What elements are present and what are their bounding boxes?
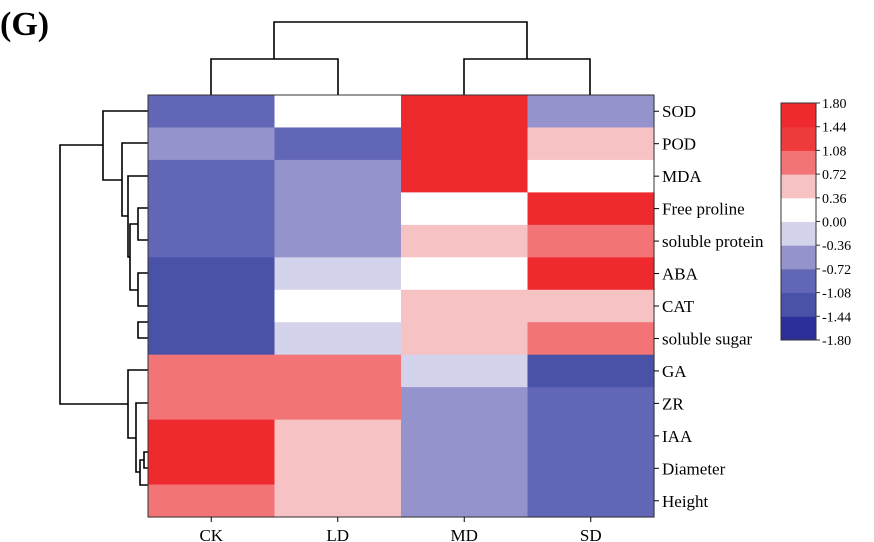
colorbar-swatch xyxy=(781,197,816,222)
heatmap-cell-1-3 xyxy=(527,127,655,161)
row-label: soluble sugar xyxy=(662,329,753,348)
colorbar-tick-label: -0.36 xyxy=(822,239,851,254)
heatmap-cell-2-0 xyxy=(148,159,276,193)
heatmap-cell-4-1 xyxy=(274,224,402,258)
column-label: SD xyxy=(580,526,602,542)
row-label: GA xyxy=(662,362,687,381)
heatmap-cell-8-0 xyxy=(148,354,276,388)
colorbar-tick-label: -1.08 xyxy=(822,287,851,302)
row-label: MDA xyxy=(662,167,702,186)
heatmap-cell-9-0 xyxy=(148,387,276,421)
heatmap-cell-10-3 xyxy=(527,419,655,453)
heatmap-cell-6-1 xyxy=(274,289,402,323)
heatmap-cell-0-3 xyxy=(527,95,655,129)
row-label: IAA xyxy=(662,427,693,446)
heatmap-cell-6-2 xyxy=(401,289,529,323)
heatmap-cell-5-0 xyxy=(148,257,276,291)
heatmap-cell-8-2 xyxy=(401,354,529,388)
heatmap-cell-2-2 xyxy=(401,159,529,193)
row-label: soluble protein xyxy=(662,232,764,251)
heatmap-cell-10-2 xyxy=(401,419,529,453)
heatmap-cell-10-1 xyxy=(274,419,402,453)
row-dendrogram xyxy=(59,110,148,486)
heatmap-cell-11-2 xyxy=(401,452,529,486)
heatmap-cell-11-3 xyxy=(527,452,655,486)
heatmap-cell-1-0 xyxy=(148,127,276,161)
heatmap-cell-6-0 xyxy=(148,289,276,323)
row-label: ABA xyxy=(662,265,699,284)
colorbar-swatch xyxy=(781,268,816,294)
heatmap-cell-4-3 xyxy=(527,224,655,258)
heatmap-cell-4-2 xyxy=(401,224,529,258)
column-label: CK xyxy=(199,526,223,542)
colorbar-tick-label: 0.72 xyxy=(822,168,847,183)
heatmap-cell-2-3 xyxy=(527,159,655,193)
heatmap-cell-7-1 xyxy=(274,322,402,356)
column-label: MD xyxy=(451,526,478,542)
row-label: Height xyxy=(662,492,709,511)
heatmap-cell-8-1 xyxy=(274,354,402,388)
heatmap-cell-7-3 xyxy=(527,322,655,356)
heatmap-cell-7-2 xyxy=(401,322,529,356)
row-label: SOD xyxy=(662,102,696,121)
heatmap-cell-5-2 xyxy=(401,257,529,291)
colorbar-tick-label: 1.44 xyxy=(822,121,847,136)
heatmap-cell-12-0 xyxy=(148,484,276,518)
heatmap-cell-10-0 xyxy=(148,419,276,453)
heatmap-cell-3-2 xyxy=(401,192,529,226)
colorbar-swatch xyxy=(781,316,816,341)
heatmap-cells xyxy=(147,94,655,518)
heatmap-cell-9-2 xyxy=(401,387,529,421)
heatmap-cell-5-1 xyxy=(274,257,402,291)
colorbar-swatch xyxy=(781,221,816,246)
heatmap-cell-0-2 xyxy=(401,95,529,129)
colorbar: 1.80 1.44 1.08 0.72 0.36 0.00 -0.36 -0.72 -1.08 -… xyxy=(780,97,851,349)
heatmap-cell-6-3 xyxy=(527,289,655,323)
heatmap-cell-11-1 xyxy=(274,452,402,486)
column-dendrogram xyxy=(210,21,591,96)
row-label: Free proline xyxy=(662,200,745,219)
panel-label: (G) xyxy=(0,6,49,43)
heatmap-cell-9-3 xyxy=(527,387,655,421)
row-labels: SOD POD MDA Free proline soluble protein ABA C… xyxy=(654,102,764,511)
column-labels: CK LD MD SD xyxy=(199,517,602,542)
heatmap-cell-8-3 xyxy=(527,354,655,388)
row-label: Diameter xyxy=(662,459,726,478)
colorbar-swatch xyxy=(781,150,816,175)
heatmap-cell-11-0 xyxy=(148,452,276,486)
row-label: ZR xyxy=(662,394,684,413)
heatmap-cell-0-0 xyxy=(148,95,276,129)
row-label: CAT xyxy=(662,297,695,316)
colorbar-tick-label: -1.80 xyxy=(822,334,851,349)
heatmap-cell-0-1 xyxy=(274,95,402,129)
heatmap-cell-3-1 xyxy=(274,192,402,226)
heatmap-cell-3-0 xyxy=(148,192,276,226)
colorbar-swatch xyxy=(781,174,816,199)
colorbar-tick-label: 0.36 xyxy=(822,192,847,207)
heatmap-cell-1-1 xyxy=(274,127,402,161)
heatmap-cell-7-0 xyxy=(148,322,276,356)
colorbar-tick-label: -0.72 xyxy=(822,263,851,278)
heatmap-cell-3-3 xyxy=(527,192,655,226)
colorbar-tick-label: 0.00 xyxy=(822,216,847,231)
colorbar-swatch xyxy=(781,245,816,270)
column-label: LD xyxy=(326,526,349,542)
heatmap-cell-12-1 xyxy=(274,484,402,518)
heatmap-cell-4-0 xyxy=(148,224,276,258)
heatmap-cell-1-2 xyxy=(401,127,529,161)
colorbar-tick-label: -1.44 xyxy=(822,310,851,325)
heatmap-cell-12-2 xyxy=(401,484,529,518)
heatmap-cell-5-3 xyxy=(527,257,655,291)
heatmap-cell-2-1 xyxy=(274,159,402,193)
colorbar-swatch xyxy=(781,126,816,151)
colorbar-tick-label: 1.08 xyxy=(822,144,847,159)
heatmap-cell-9-1 xyxy=(274,387,402,421)
colorbar-swatch xyxy=(781,103,816,128)
colorbar-swatch xyxy=(781,292,816,317)
row-label: POD xyxy=(662,135,696,154)
heatmap-cell-12-3 xyxy=(527,484,655,518)
colorbar-tick-label: 1.80 xyxy=(822,97,847,112)
